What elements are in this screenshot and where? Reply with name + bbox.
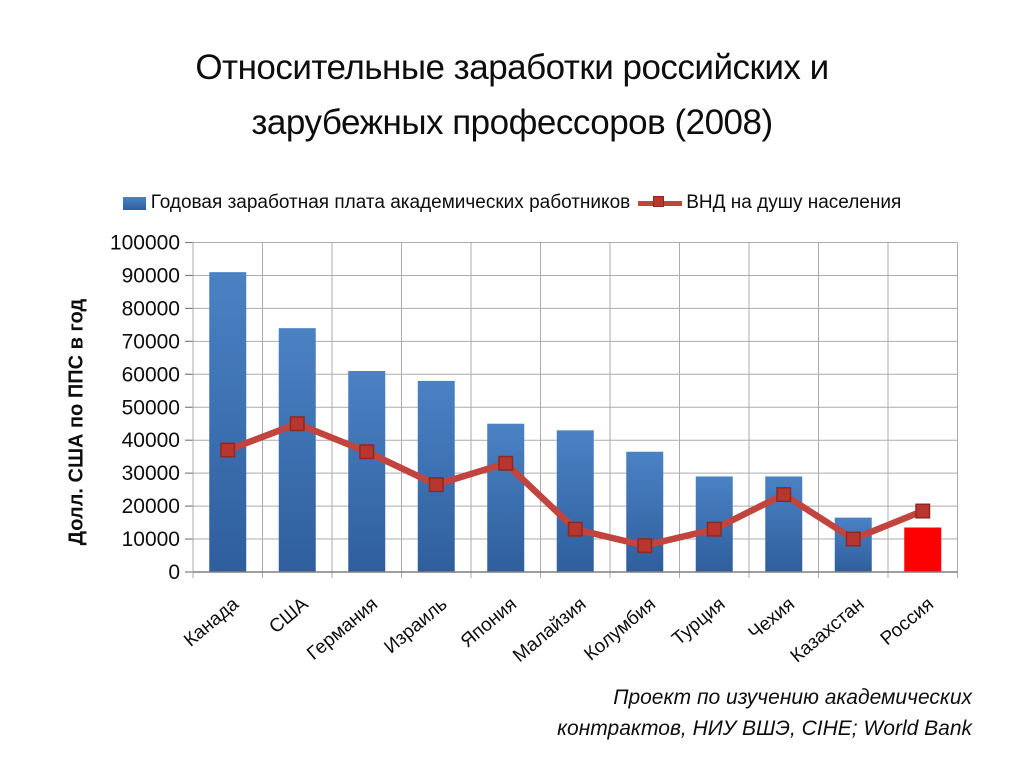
gni-marker-Израиль <box>428 477 444 493</box>
x-category-label: Казахстан <box>787 594 869 667</box>
y-tick-label: 10000 <box>122 528 180 551</box>
gni-marker-США <box>289 416 305 432</box>
bar-Япония <box>487 423 525 572</box>
y-tick-label: 70000 <box>122 330 180 353</box>
gni-marker-Колумбия <box>637 538 653 554</box>
bar-Россия <box>904 527 942 572</box>
salary-series-swatch-icon <box>122 196 146 210</box>
gni-marker-Малайзия <box>567 521 583 537</box>
chart-legend: Годовая заработная плата академических р… <box>0 192 1024 214</box>
y-tick-label: 100000 <box>110 232 180 255</box>
gni-marker-Германия <box>359 444 375 460</box>
chart-title-line2: зарубежных профессоров (2008) <box>251 103 773 142</box>
source-caption: Проект по изучению академических контрак… <box>557 682 972 744</box>
x-category-label: Германия <box>303 594 382 665</box>
chart-title-line1: Относительные заработки российских и <box>195 48 829 87</box>
gni-series-line-marker-icon <box>638 196 683 211</box>
y-tick-label: 0 <box>168 561 180 584</box>
gni-series-label: ВНД на душу населения <box>686 192 902 213</box>
source-caption-line1: Проект по изучению академических <box>613 686 972 709</box>
source-caption-line2: контрактов, НИУ ВШЭ, CIHE; World Bank <box>557 717 972 740</box>
gni-marker-Чехия <box>776 487 792 503</box>
x-category-label: Канада <box>180 593 243 651</box>
gni-marker-Казахстан <box>845 531 861 547</box>
gni-marker-Япония <box>498 455 514 471</box>
x-category-label: Турция <box>668 594 729 650</box>
x-category-label: Чехия <box>745 594 799 644</box>
y-tick-label: 60000 <box>122 363 180 386</box>
bar-Малайзия <box>556 430 594 572</box>
y-tick-label: 90000 <box>122 264 180 287</box>
salary-series-label: Годовая заработная плата академических р… <box>150 192 631 213</box>
gni-marker-Россия <box>915 503 931 519</box>
x-category-label: Россия <box>877 594 938 650</box>
bar-Колумбия <box>626 451 664 572</box>
y-tick-label: 20000 <box>122 495 180 518</box>
x-category-label: Израиль <box>380 594 451 658</box>
y-tick-label: 80000 <box>122 297 180 320</box>
x-category-label: Япония <box>457 594 521 653</box>
bar-Канада <box>209 272 247 572</box>
gni-legend-square <box>653 196 665 207</box>
gni-marker-Турция <box>706 521 722 537</box>
x-category-label: Колумбия <box>580 594 660 666</box>
y-tick-label: 40000 <box>122 429 180 452</box>
y-tick-label: 50000 <box>122 396 180 419</box>
y-tick-label: 30000 <box>122 462 180 485</box>
chart-title: Относительные заработки российских и зар… <box>0 40 1024 150</box>
gni-marker-Канада <box>220 442 236 458</box>
x-category-label: США <box>265 594 312 638</box>
x-category-label: Малайзия <box>509 594 590 667</box>
bar-США <box>278 328 316 572</box>
bar-Германия <box>348 371 386 572</box>
